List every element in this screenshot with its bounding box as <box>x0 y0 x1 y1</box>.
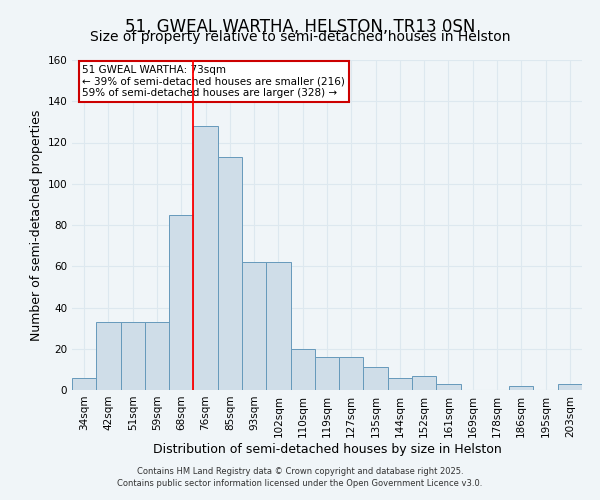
Text: 51 GWEAL WARTHA: 73sqm
← 39% of semi-detached houses are smaller (216)
59% of se: 51 GWEAL WARTHA: 73sqm ← 39% of semi-det… <box>82 65 345 98</box>
Text: 51, GWEAL WARTHA, HELSTON, TR13 0SN: 51, GWEAL WARTHA, HELSTON, TR13 0SN <box>125 18 475 36</box>
Bar <box>290 349 315 390</box>
Bar <box>96 322 121 390</box>
Bar <box>72 378 96 390</box>
Text: Size of property relative to semi-detached houses in Helston: Size of property relative to semi-detach… <box>90 30 510 44</box>
Bar <box>412 376 436 390</box>
Bar <box>388 378 412 390</box>
Bar <box>242 262 266 390</box>
Bar <box>558 384 582 390</box>
Bar <box>509 386 533 390</box>
Bar <box>145 322 169 390</box>
Bar <box>339 357 364 390</box>
Text: Contains HM Land Registry data © Crown copyright and database right 2025.
Contai: Contains HM Land Registry data © Crown c… <box>118 466 482 487</box>
Bar <box>169 214 193 390</box>
X-axis label: Distribution of semi-detached houses by size in Helston: Distribution of semi-detached houses by … <box>152 442 502 456</box>
Bar <box>364 368 388 390</box>
Bar <box>315 357 339 390</box>
Bar <box>193 126 218 390</box>
Y-axis label: Number of semi-detached properties: Number of semi-detached properties <box>30 110 43 340</box>
Bar <box>121 322 145 390</box>
Bar <box>436 384 461 390</box>
Bar <box>266 262 290 390</box>
Bar <box>218 157 242 390</box>
